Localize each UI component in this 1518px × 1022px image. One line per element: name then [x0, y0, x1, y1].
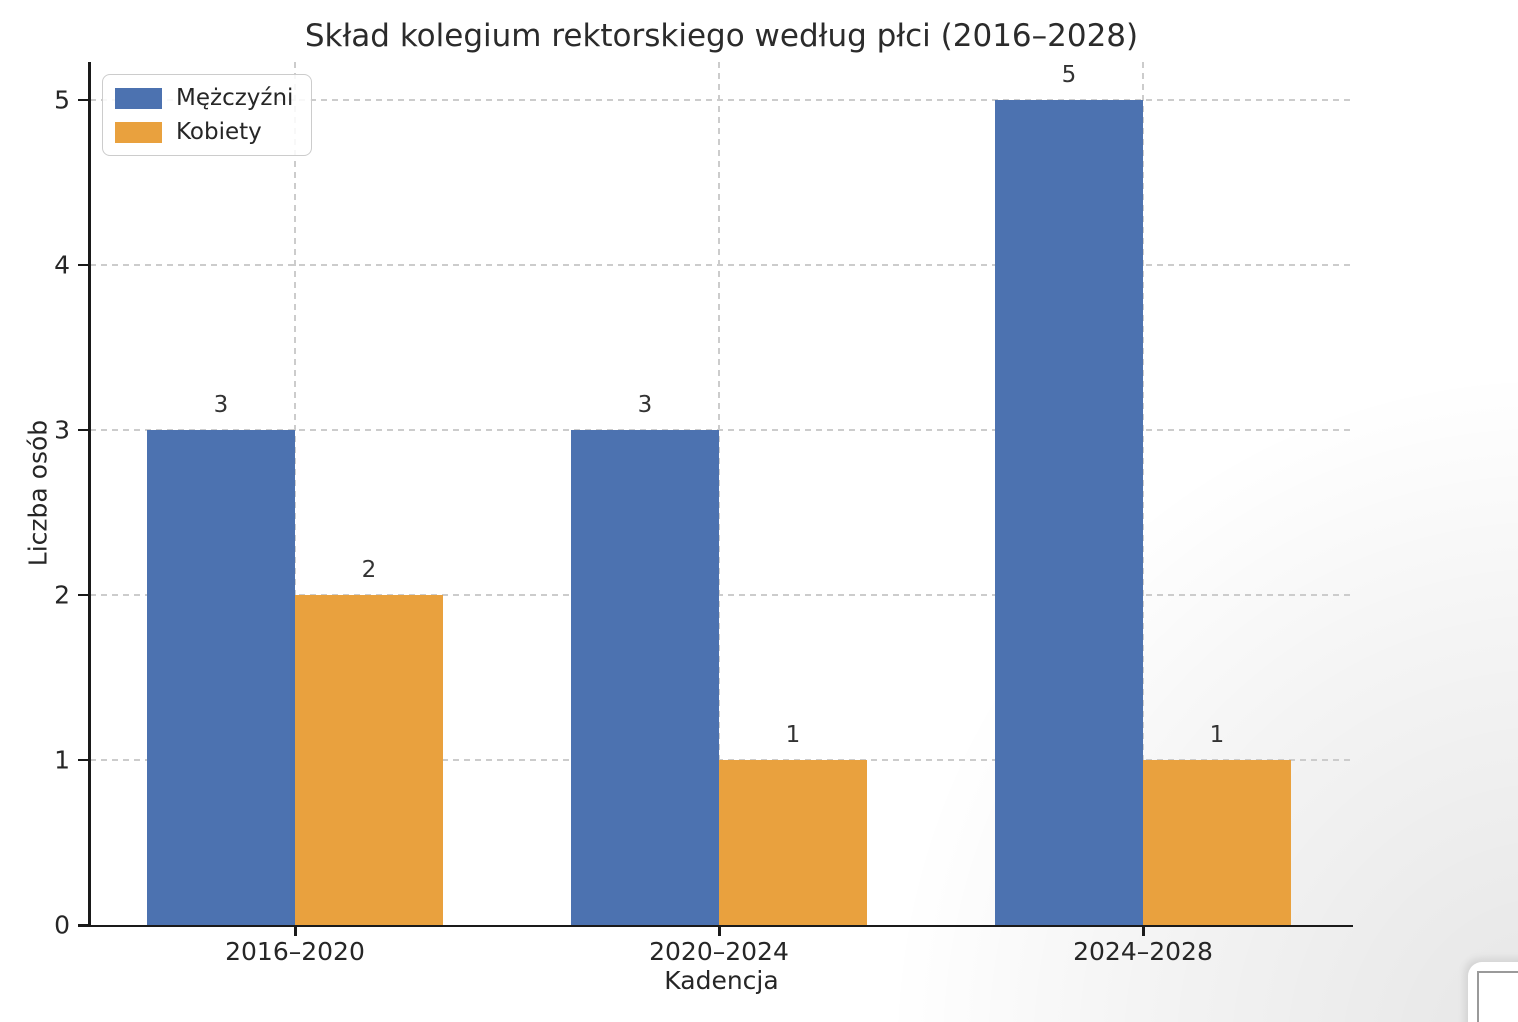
h-gridline-y5: [90, 98, 1353, 101]
bar-value-label: 5: [1061, 61, 1077, 88]
bar-value-label: 1: [1209, 721, 1225, 748]
y-tick-label: 5: [54, 85, 70, 115]
v-gridline-cat1: [718, 62, 720, 925]
x-tick-label: 2020–2024: [649, 937, 789, 966]
bar-Kobiety-2020–2024: [719, 759, 867, 925]
chart-title: Skład kolegium rektorskiego według płci …: [304, 18, 1139, 54]
x-tick-mark: [1142, 927, 1145, 936]
y-tick-mark: [78, 98, 89, 102]
bar-Mężczyźni-2024–2028: [995, 99, 1143, 925]
x-tick-label: 2024–2028: [1073, 937, 1213, 966]
partial-overlay-card-border: [1477, 971, 1518, 1022]
h-gridline-y4: [90, 263, 1353, 266]
y-tick-label: 0: [54, 910, 70, 940]
bar-value-label: 1: [785, 721, 801, 748]
h-gridline-y3: [90, 428, 1353, 431]
bar-Kobiety-2016–2020: [295, 594, 443, 925]
y-tick-label: 3: [54, 415, 70, 445]
y-tick-mark: [78, 428, 89, 432]
legend-row-0: Mężczyźni: [115, 85, 293, 111]
bar-Kobiety-2024–2028: [1143, 759, 1291, 925]
bar-Mężczyźni-2016–2020: [147, 429, 295, 925]
y-axis-spine: [88, 62, 91, 925]
y-tick-mark: [78, 593, 89, 597]
y-tick-label: 4: [54, 250, 70, 280]
legend-row-1: Kobiety: [115, 119, 293, 145]
legend-swatch-icon: [115, 87, 162, 109]
x-tick-mark: [718, 927, 721, 936]
legend-swatch-icon: [115, 121, 162, 143]
y-tick-mark: [78, 263, 89, 267]
bar-value-label: 3: [213, 391, 229, 418]
x-tick-mark: [294, 927, 297, 936]
plot-area: 3 3 5 2 1 1 0 1 2 3 4 5 2016–2020 2020–2024 2024–2028…: [54, 61, 1353, 966]
y-tick-mark: [78, 924, 89, 927]
y-tick-label: 2: [54, 580, 70, 610]
x-tick-label: 2016–2020: [225, 937, 365, 966]
v-gridline-cat0: [294, 62, 296, 925]
y-axis-label: Liczba osób: [23, 419, 53, 567]
v-gridline-cat2: [1142, 62, 1144, 925]
y-tick-mark: [78, 758, 89, 762]
legend: Mężczyźni Kobiety: [102, 74, 313, 156]
h-gridline-y2: [90, 593, 1353, 596]
y-tick-label: 1: [54, 745, 70, 775]
x-axis-spine: [88, 924, 1353, 927]
bar-Mężczyźni-2020–2024: [571, 429, 719, 925]
bar-value-label: 2: [361, 556, 377, 583]
legend-label: Mężczyźni: [176, 85, 294, 111]
x-axis-label: Kadencja: [664, 966, 779, 995]
partial-overlay-card: [1468, 962, 1518, 1022]
legend-label: Kobiety: [176, 119, 262, 145]
bar-value-label: 3: [637, 391, 653, 418]
